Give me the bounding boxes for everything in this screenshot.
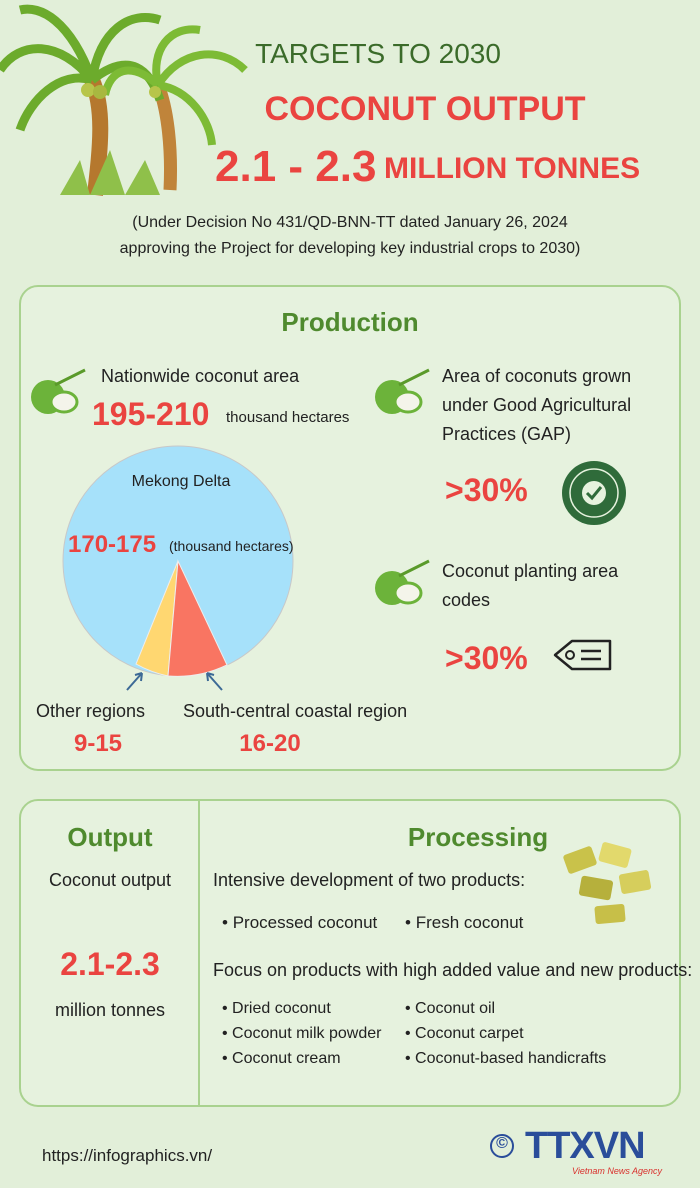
footer-url: https://infographics.vn/ [42,1146,213,1165]
output-title: Output [67,822,153,852]
note-line: (Under Decision No 431/QD-BNN-TT dated J… [132,214,568,231]
target-unit: MILLION TONNES [384,152,641,185]
product-item: Coconut milk powder [222,1025,381,1043]
product-item: Processed coconut [222,913,378,933]
output-value: 2.1-2.3 [60,946,160,982]
coconut-icons [31,368,430,605]
palm-trees [0,4,248,196]
area-unit: thousand hectares [226,409,350,426]
pie-value: 170-175 [68,531,157,558]
copyright: © [496,1135,508,1152]
output-label: Coconut output [48,870,172,890]
area-value: 195-210 [92,396,210,432]
processing-intro: Focus on products with high added value … [213,960,693,980]
product-item: Fresh coconut [405,913,524,933]
tag-icon [553,639,612,671]
pie-label: Other regions [36,701,146,721]
product-item: Coconut carpet [405,1025,524,1043]
pie-label: South-central coastal region [183,701,408,721]
pie-unit: (thousand hectares) [169,538,294,554]
gap-value: >30% [445,472,528,508]
area-label: Nationwide coconut area [101,366,300,386]
gap-line: under Good Agricultural [442,395,632,415]
logo-mark [490,1134,514,1158]
gap-line: Area of coconuts grown [442,366,632,386]
subtitle: TARGETS TO 2030 [255,38,501,69]
pie-label: Mekong Delta [131,473,231,490]
section-title: Production [281,307,419,337]
codes-line: Coconut planting area [442,561,619,581]
candy-image [563,842,652,925]
product-item: Coconut cream [222,1050,341,1068]
logo: TTXVN [525,1125,646,1167]
output-unit: million tonnes [54,1000,166,1020]
agency: Vietnam News Agency [572,1166,663,1176]
pie-value: 9-15 [73,730,123,757]
product-item: Coconut oil [405,1000,495,1018]
product-item: Coconut-based handicrafts [405,1050,606,1068]
target-value: 2.1 - 2.3 [215,142,377,191]
pie-shape [62,445,294,691]
gap-badge [562,461,626,525]
codes-value: >30% [445,640,528,676]
gap-line: Practices (GAP) [442,424,572,444]
pie-value: 16-20 [239,730,301,757]
title: COCONUT OUTPUT [264,90,586,128]
product-item: Dried coconut [222,1000,331,1018]
processing-title: Processing [407,822,549,852]
codes-line: codes [442,590,491,610]
processing-intro: Intensive development of two products: [213,870,526,890]
note-line: approving the Project for developing key… [119,240,581,257]
